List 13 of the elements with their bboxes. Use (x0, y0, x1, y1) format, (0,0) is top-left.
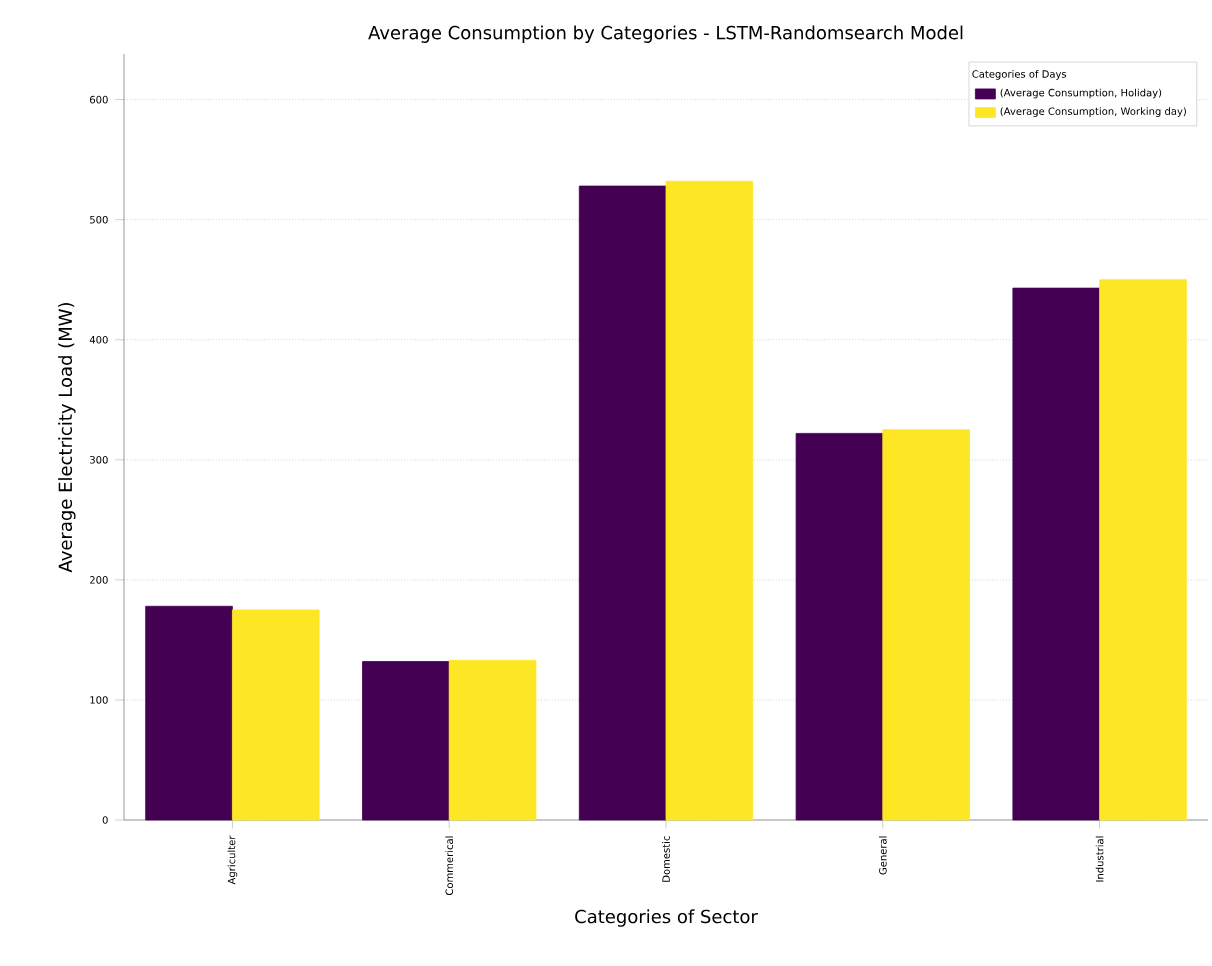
x-axis-title: Categories of Sector (575, 909, 758, 927)
chart-title: Average Consumption by Categories - LSTM-Randomsearch Model (368, 25, 963, 43)
bar (578, 185, 667, 821)
bar (1012, 287, 1101, 821)
bar (232, 609, 320, 821)
bar (665, 180, 754, 821)
bar (145, 605, 233, 821)
bar (882, 429, 970, 821)
bar (448, 659, 537, 821)
bar (362, 661, 450, 821)
bar (1099, 279, 1187, 821)
bar (795, 433, 884, 821)
y-axis-title: Average Electricity Load (MW) (58, 302, 76, 573)
